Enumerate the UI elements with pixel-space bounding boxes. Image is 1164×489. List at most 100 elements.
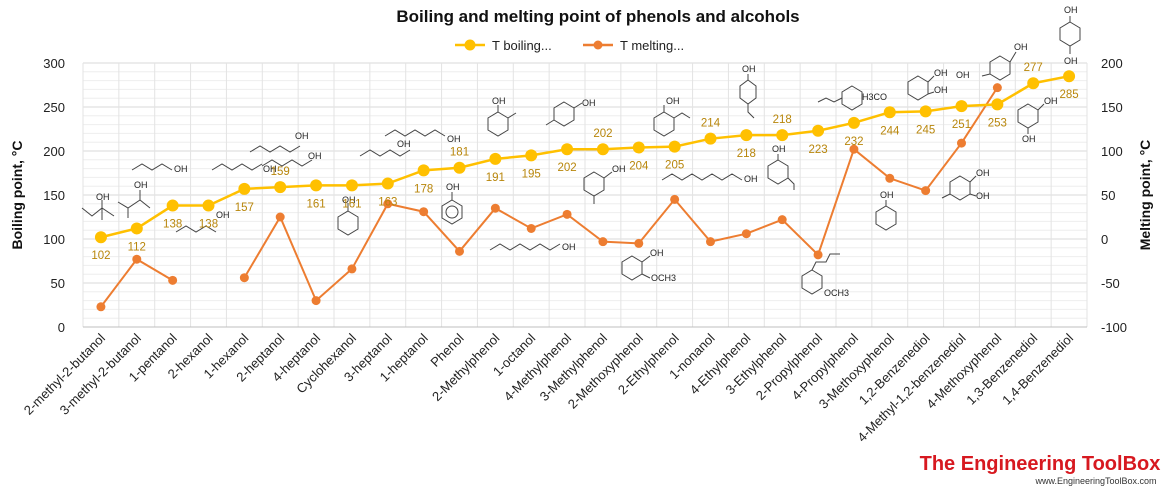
structure-label: OH <box>174 164 188 174</box>
structure-label: OH <box>612 164 626 174</box>
y-tick-left: 100 <box>43 232 65 247</box>
structure-label: OCH3 <box>651 273 676 283</box>
boiling-point <box>632 141 645 154</box>
melting-point <box>168 275 178 285</box>
boiling-point <box>740 129 753 142</box>
melting-point <box>706 237 715 247</box>
boiling-point <box>847 116 860 129</box>
melting-point <box>96 302 106 312</box>
structure-label: OH <box>446 182 460 192</box>
boiling-point <box>883 106 896 119</box>
structure-label: OH <box>744 174 758 184</box>
structure-label: OH <box>582 98 596 108</box>
structure-1-heptanol: OH <box>384 129 461 144</box>
boiling-data-label: 138 <box>163 219 182 231</box>
boiling-data-label: 218 <box>773 114 792 126</box>
structure-phenol: OH <box>441 182 463 225</box>
boiling-data-label: 244 <box>880 125 900 137</box>
boiling-point <box>345 179 358 192</box>
boiling-data-label: 245 <box>916 124 935 136</box>
structure-label: OH <box>397 139 411 149</box>
boiling-point <box>381 177 394 190</box>
melting-point <box>455 246 464 256</box>
boiling-data-label: 159 <box>271 166 290 178</box>
melting-point <box>921 186 931 196</box>
structure-3-methyl-2-butanol: OH <box>117 180 151 218</box>
brand-name: The Engineering ToolBox <box>920 453 1161 475</box>
boiling-data-label: 253 <box>988 117 1007 129</box>
structure-3-heptanol: OH <box>359 139 411 157</box>
structure-label: OH <box>562 242 576 252</box>
structure-4-methylphenol: OH <box>545 98 596 127</box>
structure-label: OH <box>308 151 322 161</box>
y-tick-right: -50 <box>1101 276 1120 291</box>
melting-point <box>311 296 321 306</box>
structure-2-heptanol: OH <box>249 131 309 153</box>
melting-point <box>275 212 285 222</box>
structure-1-nonanol: OH <box>661 173 758 184</box>
y-tick-left: 150 <box>43 188 65 203</box>
structure-label: OH <box>934 68 948 78</box>
structure-1-octanol: OH <box>489 242 576 252</box>
boiling-point <box>919 105 932 118</box>
y-tick-left: 200 <box>43 144 65 159</box>
structure-4-ethylphenol: OH <box>739 64 757 119</box>
structure-2-methylphenol: OH <box>487 96 517 137</box>
y-tick-right: 50 <box>1101 188 1115 203</box>
boiling-point <box>238 182 251 195</box>
boiling-data-label: 202 <box>557 162 576 174</box>
boiling-point <box>776 129 789 142</box>
y-tick-left: 250 <box>43 100 65 115</box>
y-tick-right: 150 <box>1101 100 1123 115</box>
boiling-data-label: 218 <box>737 148 756 160</box>
boiling-data-label: 214 <box>701 118 721 130</box>
boiling-data-label: 191 <box>486 172 505 184</box>
melting-point <box>777 215 787 225</box>
structure-3-methylphenol: OH <box>583 164 626 204</box>
x-axis: 2-methyl-2-butanol3-methyl-2-butanol1-pe… <box>21 330 1076 444</box>
melting-point <box>526 223 536 233</box>
melting-point <box>957 138 966 148</box>
structure-1-2-benzenediol: OH OH <box>907 68 948 101</box>
boiling-data-label: 161 <box>306 198 325 210</box>
structure-drawings: OH OH OH OH OH OH OH <box>81 5 1081 298</box>
boiling-data-label: 163 <box>378 197 397 209</box>
boiling-point <box>94 231 107 244</box>
structure-label: OH <box>1022 134 1036 144</box>
structure-label: OH <box>772 144 786 154</box>
structure-label: OH <box>1064 56 1078 66</box>
gridlines <box>82 62 1088 328</box>
y-axis-right: -100 -50 0 50 100 150 200 <box>1101 56 1127 335</box>
melting-point <box>239 273 249 283</box>
structure-1-3-benzenediol: OH OH <box>1017 96 1058 144</box>
melting-point <box>132 254 142 264</box>
structure-2-propylphenol: OCH3 <box>801 253 849 298</box>
melting-point <box>813 250 823 260</box>
y-tick-left: 0 <box>58 320 65 335</box>
boiling-data-label: 161 <box>342 198 361 210</box>
melting-point <box>598 237 608 247</box>
structure-1-4-benzenediol: OH OH <box>1059 5 1081 66</box>
chart-title: Boiling and melting point of phenols and… <box>396 7 799 26</box>
melting-point <box>634 238 644 248</box>
boiling-point <box>130 222 143 235</box>
boiling-point <box>453 161 466 174</box>
boiling-data-label: 178 <box>414 183 433 195</box>
brand-url: www.EngineeringToolBox.com <box>1034 476 1156 486</box>
boiling-data-label: 204 <box>629 160 649 172</box>
boiling-data-label: 232 <box>844 136 863 148</box>
y-tick-right: 200 <box>1101 56 1123 71</box>
y-tick-right: 0 <box>1101 232 1108 247</box>
y-tick-right: -100 <box>1101 320 1127 335</box>
melting-point <box>670 194 680 204</box>
legend-boiling-label: T boiling... <box>492 38 552 53</box>
boiling-point <box>1063 70 1076 83</box>
structure-label: OH <box>492 96 506 106</box>
structure-label: OH <box>742 64 756 74</box>
boiling-point <box>668 140 681 153</box>
structure-label: OH <box>96 192 110 202</box>
melting-point <box>849 144 859 154</box>
structure-label: OH <box>342 195 356 205</box>
structure-2-methoxyphenol: OH OCH3 <box>621 248 676 283</box>
